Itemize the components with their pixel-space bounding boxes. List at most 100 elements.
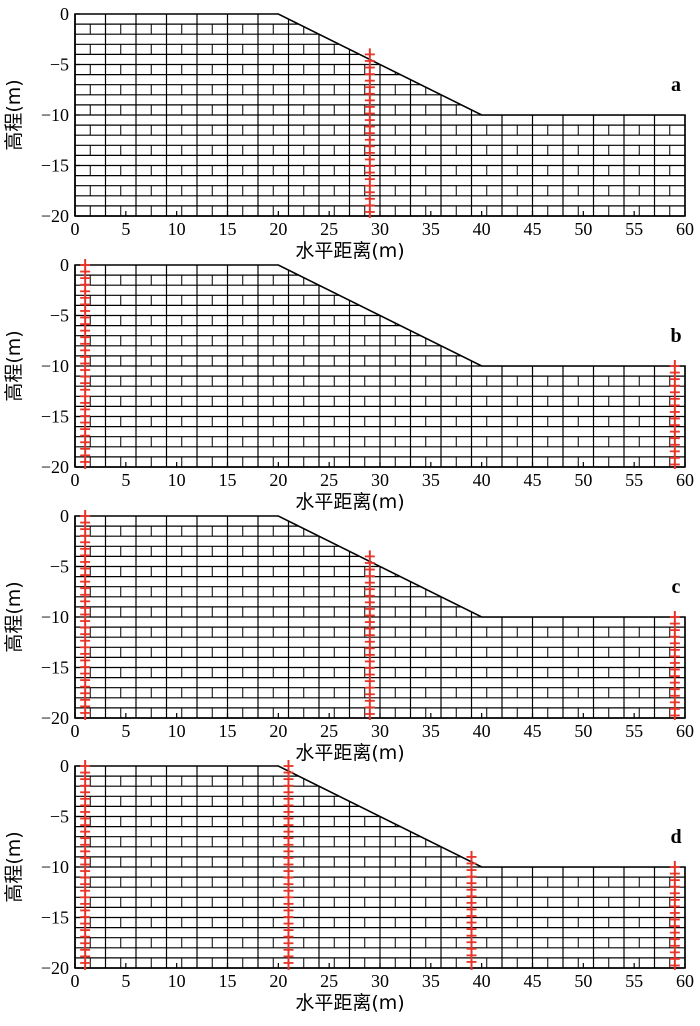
x-tick-label: 5 bbox=[121, 971, 130, 991]
y-axis-label: 高程(m) bbox=[3, 79, 25, 150]
x-tick-label: 60 bbox=[676, 971, 694, 991]
monitoring-line bbox=[80, 760, 91, 970]
panel-label: a bbox=[671, 74, 681, 96]
monitoring-line bbox=[364, 48, 375, 218]
x-tick-label: 40 bbox=[473, 721, 491, 741]
x-tick-label: 25 bbox=[320, 971, 338, 991]
x-tick-label: 15 bbox=[219, 470, 237, 490]
y-tick-label: −15 bbox=[41, 658, 69, 678]
y-axis-label: 高程(m) bbox=[3, 581, 25, 652]
y-tick-label: −15 bbox=[41, 156, 69, 176]
x-tick-label: 40 bbox=[473, 219, 491, 239]
x-tick-label: 20 bbox=[269, 470, 287, 490]
sky-mask bbox=[75, 764, 685, 867]
y-tick-label: 0 bbox=[60, 756, 69, 776]
monitoring-line bbox=[80, 259, 91, 469]
y-axis-label: 高程(m) bbox=[3, 831, 25, 902]
monitoring-line bbox=[669, 861, 680, 970]
x-tick-label: 30 bbox=[371, 219, 389, 239]
y-tick-label: −10 bbox=[41, 105, 69, 125]
sky-mask bbox=[75, 514, 685, 617]
x-tick-label: 20 bbox=[269, 721, 287, 741]
x-tick-label: 15 bbox=[219, 219, 237, 239]
x-tick-label: 30 bbox=[371, 971, 389, 991]
y-tick-label: 0 bbox=[60, 506, 69, 526]
monitoring-line bbox=[669, 360, 680, 469]
x-tick-label: 25 bbox=[320, 219, 338, 239]
panel-label: c bbox=[672, 576, 681, 598]
monitoring-line bbox=[80, 510, 91, 720]
x-tick-label: 5 bbox=[121, 470, 130, 490]
x-tick-label: 60 bbox=[676, 721, 694, 741]
x-tick-label: 15 bbox=[219, 721, 237, 741]
y-tick-label: −20 bbox=[41, 206, 69, 226]
x-tick-label: 10 bbox=[168, 470, 186, 490]
x-tick-label: 0 bbox=[71, 721, 80, 741]
x-tick-label: 20 bbox=[269, 971, 287, 991]
x-tick-label: 55 bbox=[625, 721, 643, 741]
y-axis-label: 高程(m) bbox=[3, 330, 25, 401]
x-tick-label: 35 bbox=[422, 219, 440, 239]
sky-mask bbox=[75, 12, 685, 115]
monitoring-line bbox=[364, 550, 375, 720]
x-axis-label: 水平距离(m) bbox=[295, 992, 404, 1014]
x-tick-label: 55 bbox=[625, 470, 643, 490]
panel-label: b bbox=[670, 325, 681, 347]
panel-b: 0 5 10 15 20 25 30 35 40 45 50 55 60 0 −5 −10 −15 −20 高程(m… bbox=[3, 255, 694, 513]
x-tick-label: 10 bbox=[168, 721, 186, 741]
y-tick-label: −10 bbox=[41, 857, 69, 877]
x-tick-label: 55 bbox=[625, 971, 643, 991]
x-tick-label: 45 bbox=[524, 219, 542, 239]
x-tick-label: 40 bbox=[473, 971, 491, 991]
x-tick-label: 60 bbox=[676, 219, 694, 239]
x-tick-label: 35 bbox=[422, 470, 440, 490]
sky-mask bbox=[75, 263, 685, 366]
y-tick-label: −5 bbox=[50, 807, 69, 827]
y-tick-label: −20 bbox=[41, 708, 69, 728]
x-tick-label: 0 bbox=[71, 219, 80, 239]
y-tick-label: −20 bbox=[41, 457, 69, 477]
x-tick-label: 35 bbox=[422, 721, 440, 741]
x-tick-label: 55 bbox=[625, 219, 643, 239]
x-tick-label: 0 bbox=[71, 971, 80, 991]
monitoring-line bbox=[466, 850, 477, 970]
x-tick-label: 50 bbox=[574, 971, 592, 991]
y-tick-label: 0 bbox=[60, 4, 69, 24]
y-tick-label: −20 bbox=[41, 958, 69, 978]
y-tick-label: −15 bbox=[41, 407, 69, 427]
x-tick-label: 5 bbox=[121, 219, 130, 239]
x-tick-label: 15 bbox=[219, 971, 237, 991]
x-tick-label: 45 bbox=[524, 721, 542, 741]
y-tick-label: −5 bbox=[50, 55, 69, 75]
x-tick-label: 50 bbox=[574, 721, 592, 741]
y-tick-label: 0 bbox=[60, 255, 69, 275]
y-tick-label: −10 bbox=[41, 356, 69, 376]
x-tick-label: 0 bbox=[71, 470, 80, 490]
x-tick-label: 60 bbox=[676, 470, 694, 490]
x-tick-label: 45 bbox=[524, 470, 542, 490]
x-tick-label: 35 bbox=[422, 971, 440, 991]
x-tick-label: 40 bbox=[473, 470, 491, 490]
x-tick-label: 50 bbox=[574, 219, 592, 239]
monitoring-line bbox=[669, 611, 680, 720]
x-tick-label: 20 bbox=[269, 219, 287, 239]
x-axis-label: 水平距离(m) bbox=[295, 742, 404, 764]
x-axis-label: 水平距离(m) bbox=[295, 491, 404, 513]
monitoring-line bbox=[283, 760, 294, 970]
panel-a: 0 5 10 15 20 25 30 35 40 45 50 55 60 0 −5 −10 −15 −20 高程(m… bbox=[3, 4, 694, 262]
y-tick-label: −5 bbox=[50, 557, 69, 577]
x-tick-label: 30 bbox=[371, 721, 389, 741]
x-tick-label: 25 bbox=[320, 721, 338, 741]
x-tick-label: 30 bbox=[371, 470, 389, 490]
mesh-grid bbox=[74, 14, 686, 216]
x-tick-label: 10 bbox=[168, 219, 186, 239]
x-tick-label: 10 bbox=[168, 971, 186, 991]
x-axis-label: 水平距离(m) bbox=[295, 240, 404, 262]
panel-d: 0 5 10 15 20 25 30 35 40 45 50 55 60 0 −5 −10 −15 −20 高程(m… bbox=[3, 756, 694, 1014]
panel-c: 0 5 10 15 20 25 30 35 40 45 50 55 60 0 −5 −10 −15 −20 高程(m… bbox=[3, 506, 694, 764]
x-tick-label: 5 bbox=[121, 721, 130, 741]
x-tick-label: 45 bbox=[524, 971, 542, 991]
y-tick-label: −10 bbox=[41, 607, 69, 627]
x-tick-label: 50 bbox=[574, 470, 592, 490]
